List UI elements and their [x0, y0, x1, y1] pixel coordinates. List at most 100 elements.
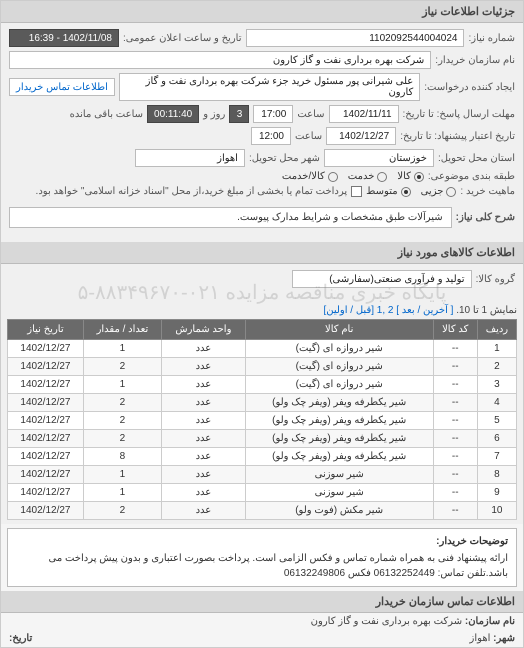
- table-cell: --: [433, 448, 477, 466]
- table-cell: شیر سوزنی: [245, 484, 433, 502]
- remaining-time: 00:11:40: [147, 105, 199, 123]
- group-label: گروه کالا:: [476, 274, 515, 285]
- table-cell: --: [433, 394, 477, 412]
- table-cell: شیر سوزنی: [245, 466, 433, 484]
- time-label-1: ساعت: [297, 109, 324, 120]
- province-field: خوزستان: [324, 149, 434, 167]
- table-cell: --: [433, 358, 477, 376]
- deadline-send-date: 1402/11/11: [329, 105, 399, 123]
- pager-prefix: نمایش 1 تا 10.: [456, 305, 517, 316]
- requester-field: علی شیرانی پور مسئول خرید جزء شرکت بهره …: [119, 73, 420, 101]
- buy-radio-1[interactable]: متوسط: [366, 186, 410, 197]
- footer-date-label: تاریخ:: [9, 633, 32, 644]
- radio-icon: [446, 187, 456, 197]
- table-cell: 1: [83, 484, 161, 502]
- table-cell: شیر یکطرفه ویفر (ویفر چک ولو): [245, 412, 433, 430]
- table-row: 9--شیر سوزنیعدد11402/12/27: [8, 484, 517, 502]
- table-cell: شیر مکش (فوت ولو): [245, 502, 433, 520]
- table-row: 8--شیر سوزنیعدد11402/12/27: [8, 466, 517, 484]
- table-cell: شیر دروازه ای (گیت): [245, 376, 433, 394]
- table-header: نام کالا: [245, 320, 433, 340]
- table-cell: --: [433, 466, 477, 484]
- table-cell: عدد: [161, 448, 245, 466]
- radio-icon: [377, 172, 387, 182]
- table-row: 7--شیر یکطرفه ویفر (ویفر چک ولو)عدد81402…: [8, 448, 517, 466]
- time-label-2: ساعت: [295, 131, 322, 142]
- requester-label: ایجاد کننده درخواست:: [424, 82, 515, 93]
- table-cell: 2: [83, 358, 161, 376]
- table-cell: شیر یکطرفه ویفر (ویفر چک ولو): [245, 430, 433, 448]
- city-label: شهر محل تحویل:: [249, 153, 320, 164]
- remaining-suffix: ساعت باقی مانده: [70, 109, 143, 120]
- table-cell: 1: [83, 466, 161, 484]
- footer-org-label: نام سازمان:: [465, 616, 515, 627]
- footer-city-label: شهر:: [493, 633, 515, 644]
- buy-radio-group: جزیی متوسط: [366, 186, 456, 197]
- pack-radio-group: کالا خدمت کالا/خدمت: [282, 171, 424, 182]
- table-cell: عدد: [161, 484, 245, 502]
- table-cell: 1402/12/27: [8, 340, 84, 358]
- table-row: 2--شیر دروازه ای (گیت)عدد21402/12/27: [8, 358, 517, 376]
- table-cell: شیر یکطرفه ویفر (ویفر چک ولو): [245, 448, 433, 466]
- table-header: واحد شمارش: [161, 320, 245, 340]
- table-row: 6--شیر یکطرفه ویفر (ویفر چک ولو)عدد21402…: [8, 430, 517, 448]
- announce-field: 1402/11/08 - 16:39: [9, 29, 119, 47]
- table-cell: --: [433, 484, 477, 502]
- announce-label: تاریخ و ساعت اعلان عمومی:: [123, 33, 242, 44]
- table-cell: شیر دروازه ای (گیت): [245, 340, 433, 358]
- table-cell: شیر دروازه ای (گیت): [245, 358, 433, 376]
- table-cell: 1402/12/27: [8, 448, 84, 466]
- credit-label: تاریخ اعتبار پیشنهاد: تا تاریخ:: [400, 131, 515, 142]
- pager-links[interactable]: [ آخرین / بعد ] 2 ,1 [قبل / اولین]: [323, 305, 453, 316]
- table-cell: عدد: [161, 502, 245, 520]
- buyer-note: توضیحات خریدار: ارائه پیشنهاد فنی به همر…: [7, 528, 517, 587]
- table-cell: 2: [83, 412, 161, 430]
- pack-radio-2[interactable]: کالا/خدمت: [282, 171, 338, 182]
- radio-icon: [401, 187, 411, 197]
- table-cell: 1: [83, 376, 161, 394]
- pager: نمایش 1 تا 10. [ آخرین / بعد ] 2 ,1 [قبل…: [7, 302, 517, 319]
- items-header: اطلاعات کالاهای مورد نیاز: [1, 242, 523, 264]
- table-header: تعداد / مقدار: [83, 320, 161, 340]
- items-table: ردیفکد کالانام کالاواحد شمارشتعداد / مقد…: [7, 319, 517, 520]
- table-cell: 8: [477, 466, 516, 484]
- radio-icon: [328, 172, 338, 182]
- table-cell: 1402/12/27: [8, 412, 84, 430]
- pack-radio-0[interactable]: کالا: [397, 171, 424, 182]
- buy-nature-label: ماهیت خرید :: [460, 186, 515, 197]
- table-cell: 1: [83, 340, 161, 358]
- table-cell: 4: [477, 394, 516, 412]
- table-cell: 1402/12/27: [8, 502, 84, 520]
- treasury-checkbox[interactable]: [351, 186, 362, 197]
- table-cell: عدد: [161, 430, 245, 448]
- table-cell: 1402/12/27: [8, 484, 84, 502]
- pack-opt-2: کالا/خدمت: [282, 171, 325, 182]
- table-cell: 1402/12/27: [8, 376, 84, 394]
- table-header: تاریخ نیاز: [8, 320, 84, 340]
- contact-buyer-button[interactable]: اطلاعات تماس خریدار: [9, 78, 115, 96]
- province-label: استان محل تحویل:: [438, 153, 515, 164]
- table-row: 1--شیر دروازه ای (گیت)عدد11402/12/27: [8, 340, 517, 358]
- pack-opt-1: خدمت: [348, 171, 375, 182]
- credit-date: 1402/12/27: [326, 127, 396, 145]
- table-cell: عدد: [161, 340, 245, 358]
- table-cell: عدد: [161, 376, 245, 394]
- pay-note: پرداخت تمام یا بخشی از مبلغ خرید،از محل …: [9, 186, 347, 197]
- table-header: کد کالا: [433, 320, 477, 340]
- table-cell: 10: [477, 502, 516, 520]
- pack-label: طبقه بندی موضوعی:: [428, 171, 515, 182]
- table-cell: 6: [477, 430, 516, 448]
- table-cell: 7: [477, 448, 516, 466]
- table-cell: 9: [477, 484, 516, 502]
- desc-field: شیرآلات طبق مشخصات و شرایط مدارک پیوست.: [9, 207, 452, 228]
- table-cell: عدد: [161, 412, 245, 430]
- table-cell: 5: [477, 412, 516, 430]
- buy-radio-0[interactable]: جزیی: [421, 186, 457, 197]
- pack-radio-1[interactable]: خدمت: [348, 171, 388, 182]
- table-cell: --: [433, 340, 477, 358]
- group-field: تولید و فرآوری صنعتی(سفارشی): [292, 270, 472, 288]
- buyer-label: نام سازمان خریدار:: [435, 55, 515, 66]
- note-body: ارائه پیشنهاد فنی به همراه شماره تماس و …: [16, 551, 508, 581]
- city-field: اهواز: [135, 149, 245, 167]
- pack-opt-0: کالا: [397, 171, 411, 182]
